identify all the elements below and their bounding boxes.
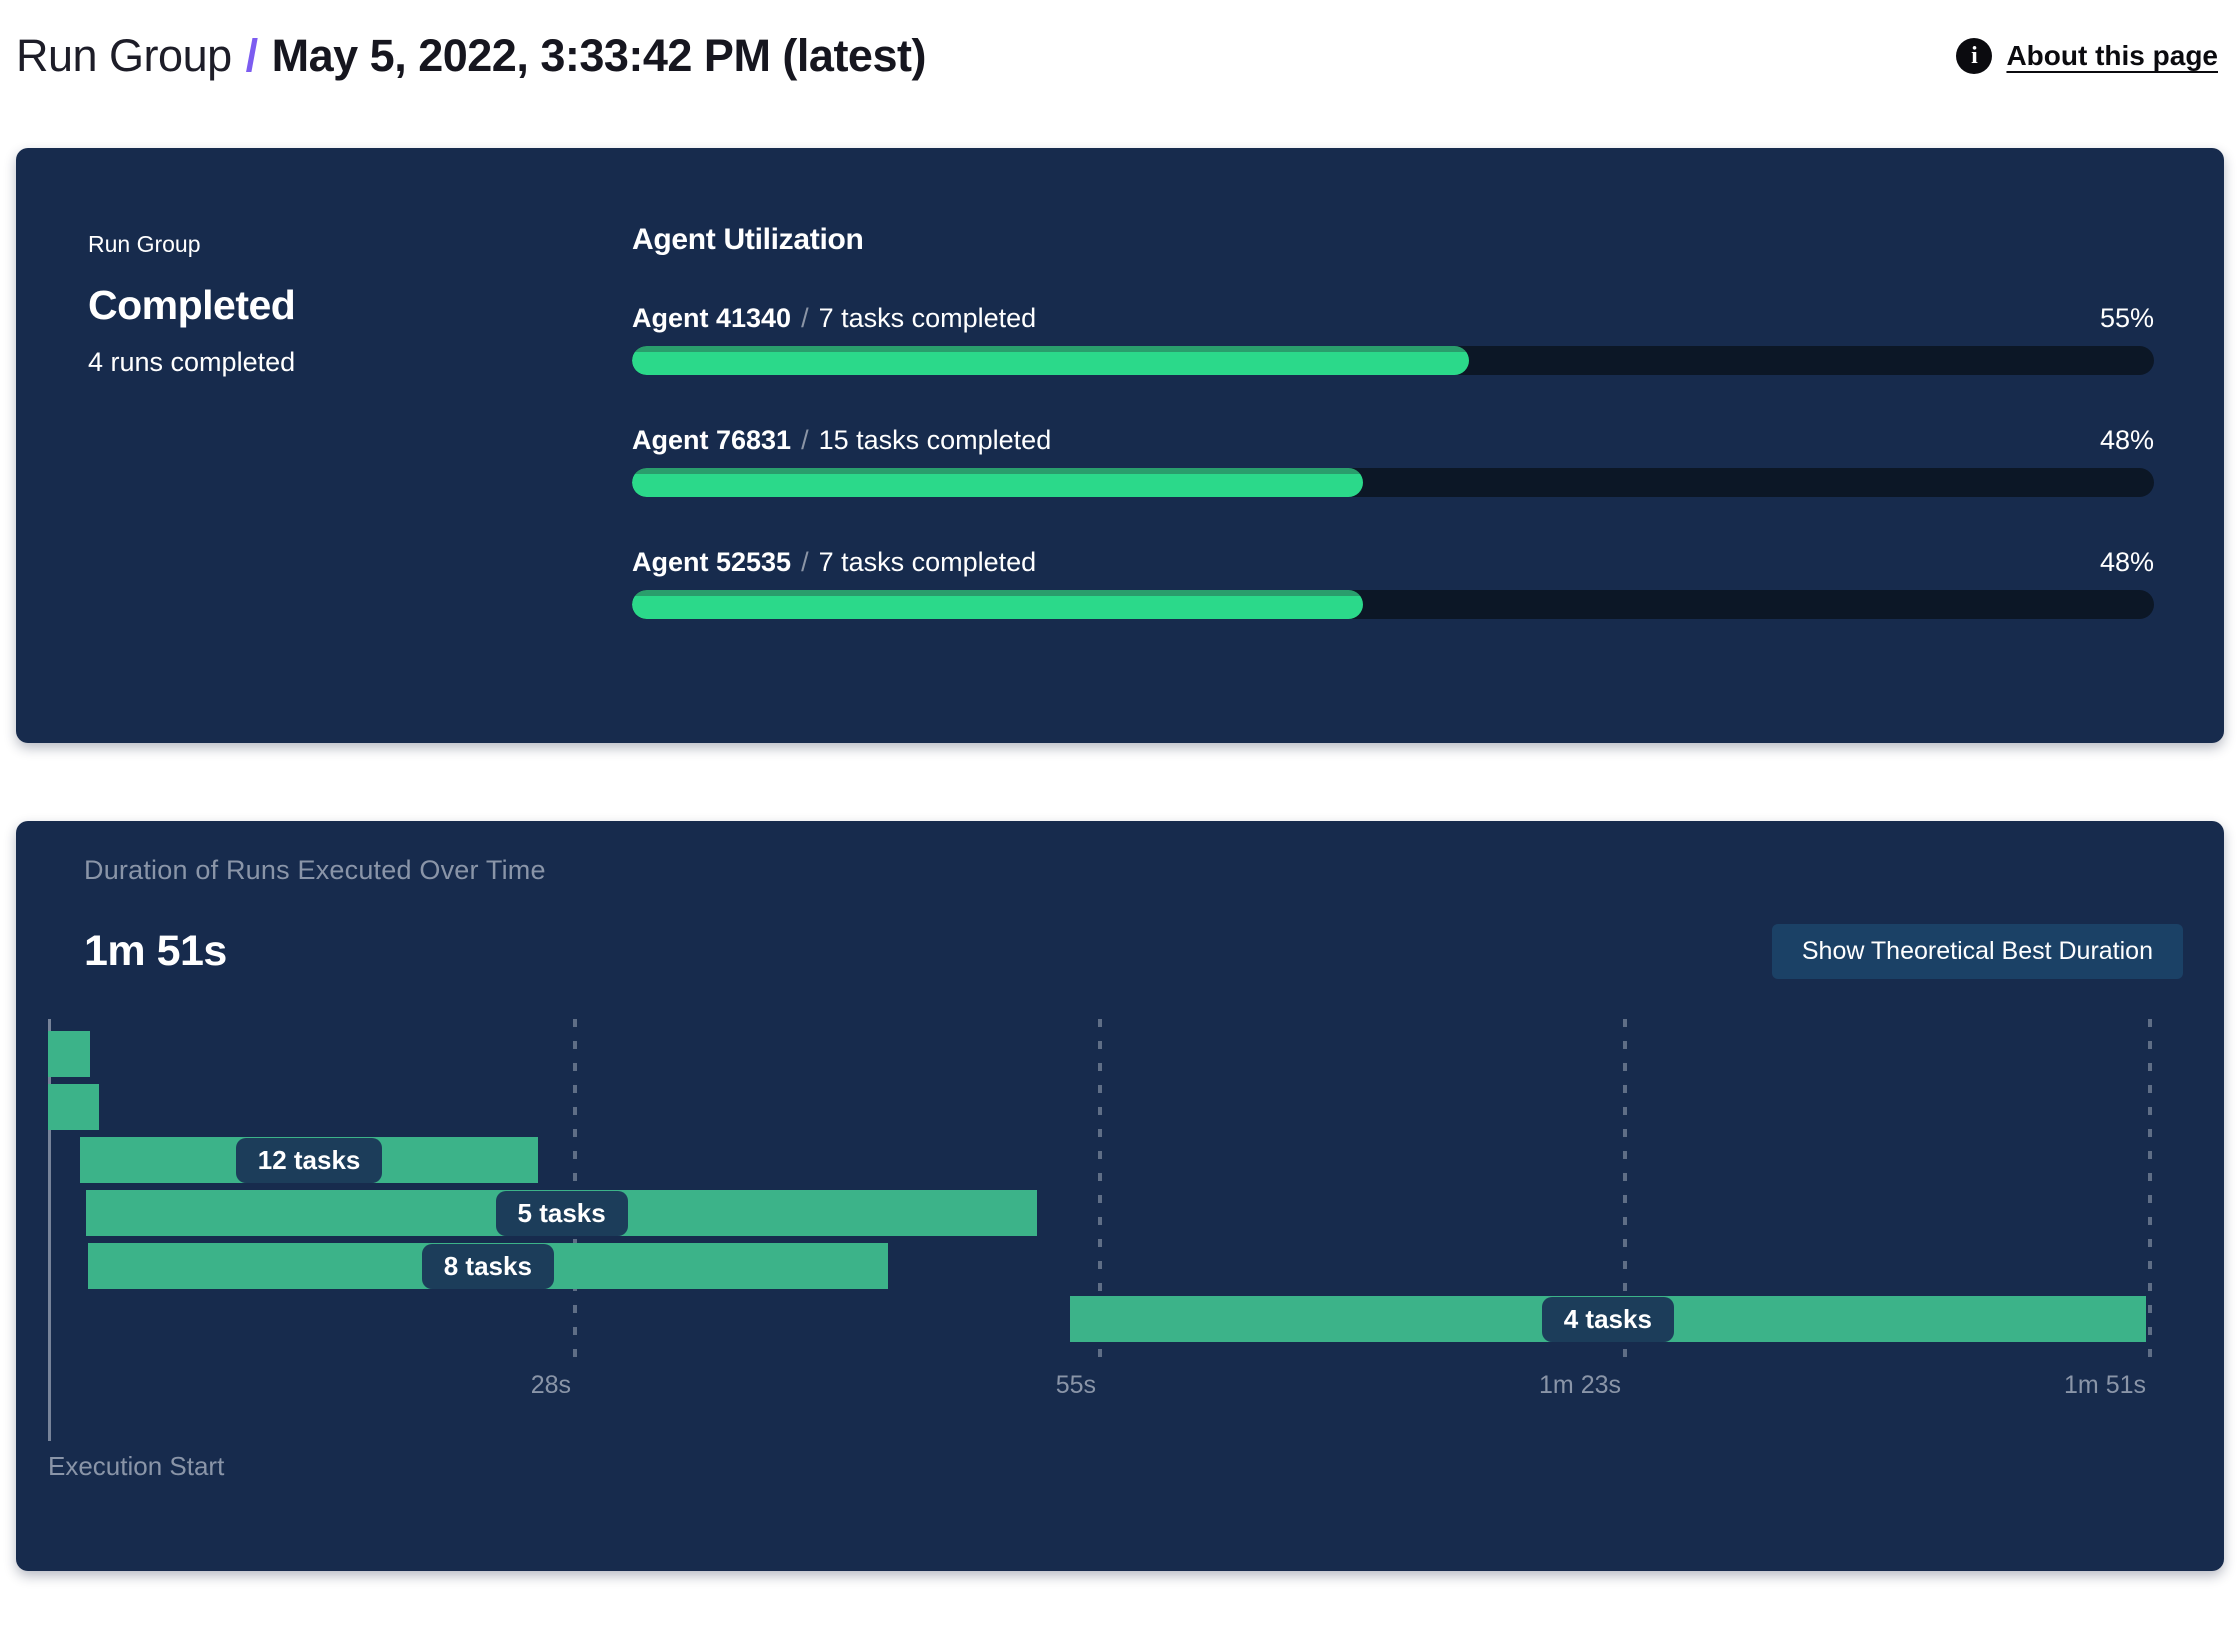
about-this-page-label: About this page: [2006, 40, 2218, 71]
agent-name: Agent 52535: [632, 547, 792, 577]
task-count-chip: 12 tasks: [235, 1137, 383, 1183]
agent-label-line: Agent 76831 / 15 tasks completed 48%: [632, 425, 2154, 456]
agent-utilization-title: Agent Utilization: [632, 223, 864, 256]
page-header: Run Group / May 5, 2022, 3:33:42 PM (lates…: [16, 14, 2218, 98]
agent-utilization-section: Agent Utilization Agent 41340 / 7 tasks co…: [632, 223, 2154, 743]
run-group-status-block: Run Group Completed 4 runs completed: [88, 223, 632, 743]
gantt-bar[interactable]: [48, 1031, 90, 1077]
task-count-chip: 5 tasks: [495, 1190, 628, 1236]
agent-utilization-percent: 48%: [2099, 547, 2154, 577]
agent-tasks-completed: 7 tasks completed: [818, 547, 1037, 577]
agent-name: Agent 41340: [632, 303, 792, 333]
breadcrumb-root: Run Group: [16, 30, 232, 81]
gantt-bar[interactable]: 4 tasks: [1069, 1296, 2147, 1342]
time-tick-label: 28s: [530, 1371, 571, 1399]
duration-panel: Duration of Runs Executed Over Time 1m 5…: [16, 821, 2224, 1571]
agent-tasks-completed: 7 tasks completed: [818, 303, 1037, 333]
agent-row: Agent 41340 / 7 tasks completed 55%: [632, 303, 2154, 375]
gantt-bar[interactable]: [48, 1084, 100, 1130]
agent-name: Agent 76831: [632, 425, 792, 455]
agent-label-line: Agent 41340 / 7 tasks completed 55%: [632, 303, 2154, 334]
duration-chart-title: Duration of Runs Executed Over Time: [84, 855, 546, 885]
agent-utilization-bar-track: [632, 468, 2154, 497]
time-tick-label: 1m 51s: [2064, 1371, 2146, 1399]
agent-utilization-bar-fill: [632, 590, 1363, 619]
runs-completed-text: 4 runs completed: [88, 347, 296, 377]
gantt-bar[interactable]: 5 tasks: [85, 1190, 1038, 1236]
gantt-bar[interactable]: 8 tasks: [87, 1243, 888, 1289]
agent-row: Agent 76831 / 15 tasks completed 48%: [632, 425, 2154, 497]
gantt-chart: 12 tasks 5 tasks 8 tasks 4 tasks 28s 55s 1m 23…: [48, 1019, 2152, 1441]
agent-utilization-bar-fill: [632, 346, 1470, 375]
about-this-page-link[interactable]: i About this page: [1956, 38, 2218, 74]
gridline: [2148, 1019, 2152, 1359]
gridline: [573, 1019, 577, 1359]
time-tick-label: 1m 23s: [1539, 1371, 1621, 1399]
time-tick-label: 55s: [1055, 1371, 1096, 1399]
gridline: [1098, 1019, 1102, 1359]
task-count-chip: 8 tasks: [421, 1243, 554, 1289]
execution-start-axis-line: [48, 1019, 51, 1441]
agent-separator: /: [801, 547, 809, 577]
agent-separator: /: [801, 303, 809, 333]
agent-tasks-completed: 15 tasks completed: [818, 425, 1052, 455]
info-icon: i: [1956, 38, 1993, 74]
agent-row: Agent 52535 / 7 tasks completed 48%: [632, 547, 2154, 619]
agent-separator: /: [801, 425, 809, 455]
agent-label-line: Agent 52535 / 7 tasks completed 48%: [632, 547, 2154, 578]
agent-rows: Agent 41340 / 7 tasks completed 55% Agent 76…: [632, 303, 2154, 619]
status-text: Completed: [88, 282, 296, 328]
duration-header-row: 1m 51s Show Theoretical Best Duration: [84, 924, 2183, 979]
page-title: Run Group / May 5, 2022, 3:33:42 PM (lates…: [16, 30, 926, 82]
run-group-label: Run Group: [88, 231, 201, 257]
agent-utilization-bar-fill: [632, 468, 1363, 497]
run-group-summary-panel: Run Group Completed 4 runs completed Age…: [16, 148, 2224, 743]
total-duration-value: 1m 51s: [84, 927, 227, 975]
task-count-chip: 4 tasks: [1541, 1296, 1674, 1342]
breadcrumb-separator: /: [245, 30, 259, 81]
breadcrumb-current: May 5, 2022, 3:33:42 PM (latest): [271, 30, 927, 81]
execution-start-caption: Execution Start: [48, 1451, 225, 1481]
gridline: [1623, 1019, 1627, 1359]
show-theoretical-best-duration-button[interactable]: Show Theoretical Best Duration: [1771, 924, 2183, 979]
agent-utilization-bar-track: [632, 346, 2154, 375]
agent-utilization-bar-track: [632, 590, 2154, 619]
agent-utilization-percent: 55%: [2099, 303, 2154, 333]
agent-utilization-percent: 48%: [2099, 425, 2154, 455]
gantt-bar[interactable]: 12 tasks: [80, 1137, 538, 1183]
